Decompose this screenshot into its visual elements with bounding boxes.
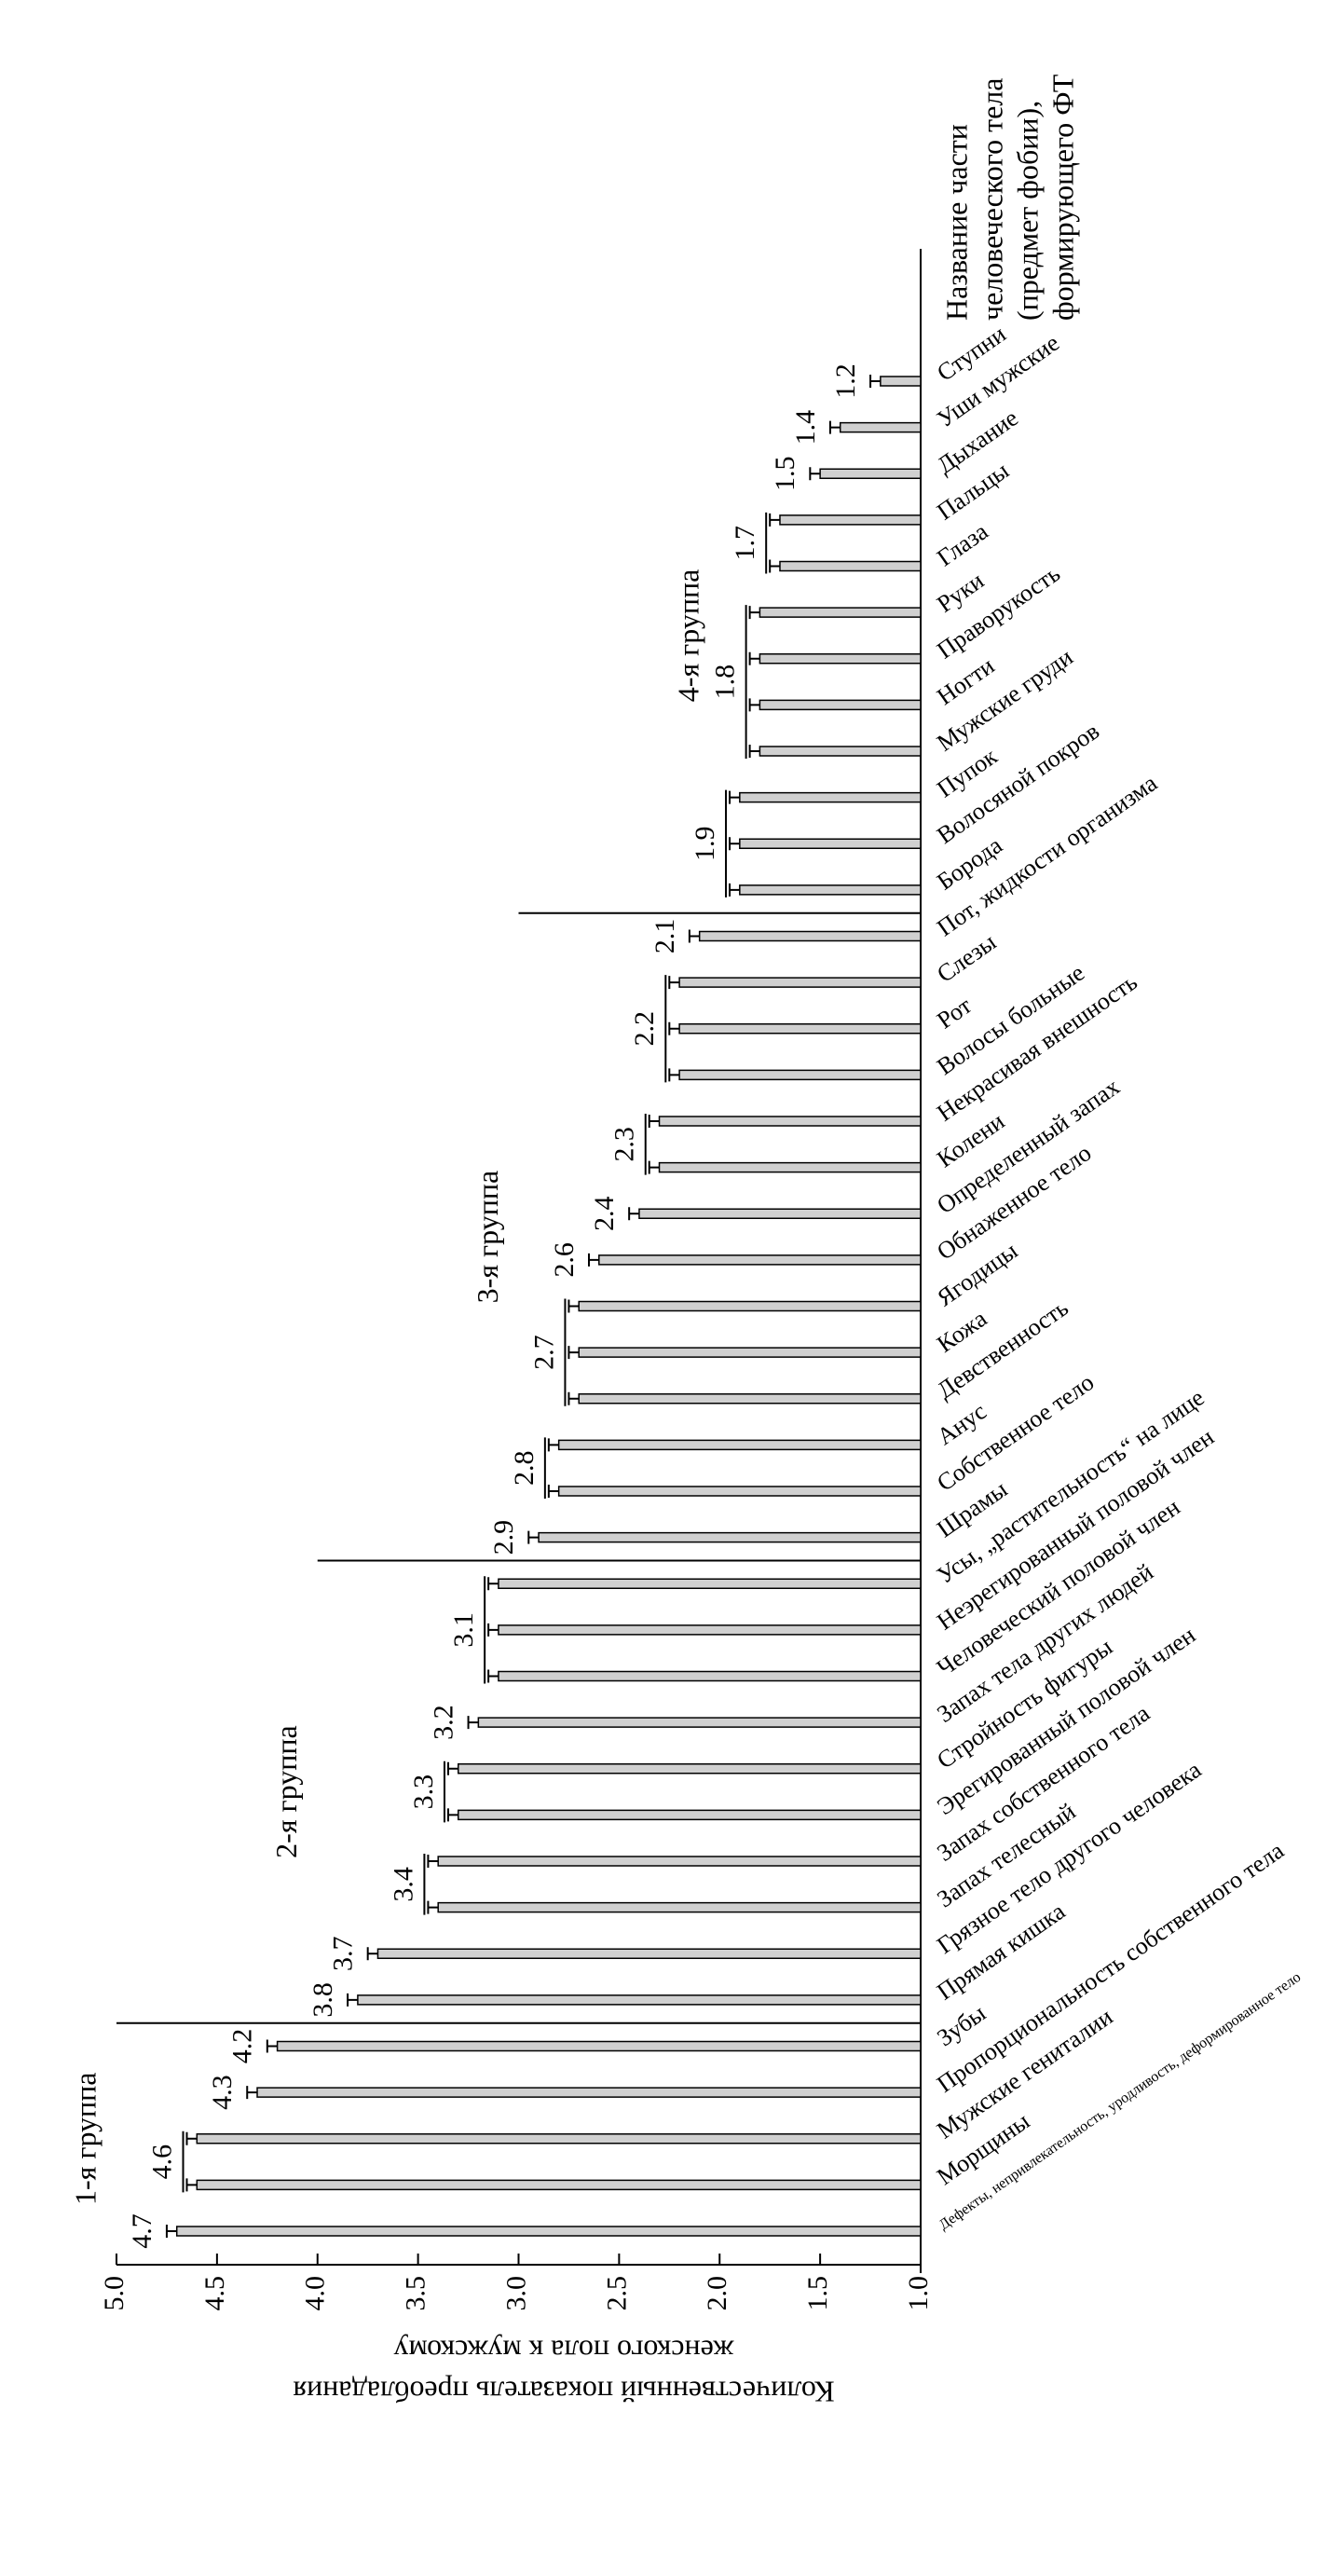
bar [196, 2133, 922, 2144]
value-label: 1.2 [830, 363, 861, 399]
value-label: 4.3 [207, 2075, 238, 2110]
y-tick-label: 4.5 [199, 2276, 230, 2311]
bar [458, 1763, 922, 1774]
bar [578, 1347, 922, 1358]
bar [498, 1578, 922, 1589]
value-label: 2.9 [488, 1520, 519, 1555]
value-label: 2.3 [609, 1127, 640, 1162]
bar [678, 1023, 922, 1035]
chart-body: 1.0 1.5 2.0 2.5 3.0 3.5 4.0 4.5 5.0 Количественны… [68, 74, 1304, 2408]
bar [498, 1624, 922, 1636]
y-tick-label: 1.5 [802, 2276, 833, 2311]
bar [376, 1948, 922, 1959]
bar [819, 468, 922, 479]
y-tick-label: 2.5 [601, 2276, 632, 2311]
bar [458, 1809, 922, 1821]
bar [175, 2226, 922, 2237]
value-label: 3.3 [408, 1774, 439, 1810]
value-label: 3.2 [428, 1705, 458, 1740]
bar [759, 746, 922, 757]
value-label: 3.1 [448, 1612, 479, 1648]
group-title: 2-я группа [269, 1725, 303, 1858]
bar [578, 1300, 922, 1312]
x-axis-title: человеческого тела [975, 78, 1008, 322]
value-label: 1.9 [690, 827, 720, 862]
bar [578, 1393, 922, 1404]
bar [276, 2040, 922, 2052]
bar [357, 1994, 922, 2006]
bar [739, 884, 922, 896]
value-label: 4.6 [146, 2144, 177, 2180]
y-tick-label: 3.5 [401, 2276, 431, 2311]
y-tick-label: 4.0 [300, 2276, 331, 2311]
bar [759, 653, 922, 665]
bar [658, 1161, 922, 1173]
y-tick-label: 5.0 [99, 2276, 130, 2311]
bar [538, 1531, 922, 1543]
bar [437, 1856, 922, 1867]
value-label: 2.8 [509, 1450, 540, 1486]
value-label: 2.1 [649, 919, 680, 954]
bar [739, 838, 922, 849]
y-tick-label: 1.0 [903, 2276, 934, 2311]
value-label: 1.4 [790, 410, 821, 445]
bar [739, 791, 922, 803]
group-title: 3-я группа [471, 1171, 504, 1304]
value-label: 4.2 [227, 2029, 258, 2064]
bar [678, 1069, 922, 1081]
value-label: 4.7 [127, 2213, 157, 2249]
bar [477, 1717, 922, 1728]
y-axis-title: женского пола к мужскому [393, 2335, 734, 2368]
bar [880, 376, 922, 387]
x-axis-title: Название части [939, 124, 973, 321]
value-label: 2.2 [629, 1011, 660, 1047]
bar [498, 1670, 922, 1682]
bar [557, 1439, 922, 1451]
x-axis-title: (предмет фобии), [1010, 101, 1044, 321]
bar [196, 2179, 922, 2191]
bar [638, 1208, 922, 1219]
y-tick-label: 3.0 [500, 2276, 531, 2311]
bar [759, 607, 922, 618]
y-axis-title: Количественный показатель преобладания [293, 2376, 835, 2409]
value-label: 2.4 [589, 1197, 620, 1232]
bar [779, 514, 922, 526]
bar [256, 2087, 922, 2098]
bar [557, 1486, 922, 1497]
bar [658, 1116, 922, 1127]
value-label: 3.8 [308, 1982, 338, 2018]
bar [779, 560, 922, 572]
value-label: 1.8 [710, 665, 741, 700]
bar [698, 930, 922, 942]
x-axis-title: формирующего ФТ [1046, 74, 1079, 321]
bar [598, 1254, 922, 1266]
value-label: 2.7 [528, 1335, 559, 1370]
bar [839, 421, 922, 433]
value-label: 2.6 [549, 1242, 580, 1278]
group-title: 4-я группа [672, 569, 705, 703]
bar [759, 699, 922, 711]
value-label: 1.5 [770, 457, 800, 492]
bar [437, 1901, 922, 1913]
group-title: 1-я группа [68, 2072, 102, 2205]
value-label: 3.7 [328, 1937, 359, 1972]
y-tick-label: 2.0 [702, 2276, 732, 2311]
value-label: 1.7 [730, 526, 760, 561]
value-label: 3.4 [388, 1867, 418, 1902]
bar [678, 977, 922, 988]
